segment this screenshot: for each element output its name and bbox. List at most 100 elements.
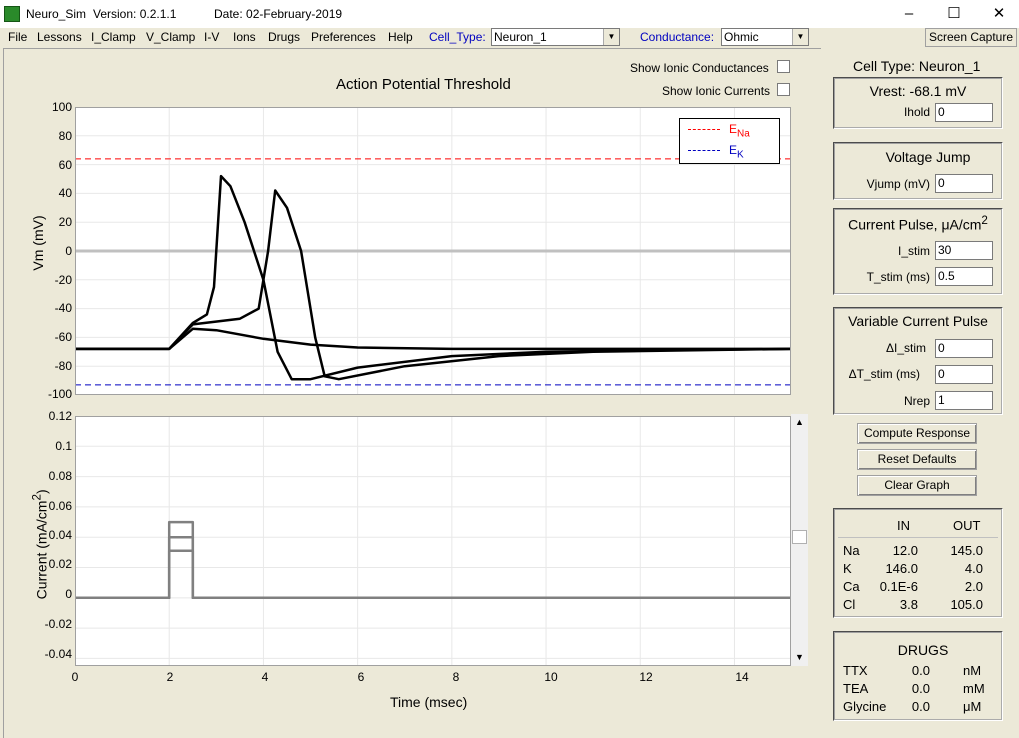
current-plot-scrollbar[interactable]: ▲ ▼ <box>791 414 808 666</box>
ena-legend-sub: Na <box>737 128 750 140</box>
current-ylabel-text: Current (mA/cm <box>33 500 50 600</box>
drug-value: 0.0 <box>911 699 930 714</box>
drug-unit: mM <box>963 681 985 696</box>
graph-panel <box>3 48 821 738</box>
minimize-button[interactable]: – <box>904 5 914 22</box>
d-istim-input[interactable]: 0 <box>935 339 993 358</box>
ek-legend-label: EK <box>729 143 744 160</box>
xtick: 4 <box>261 670 269 684</box>
vm-ytick: -60 <box>54 330 72 344</box>
conductance-select[interactable]: Ohmic ▼ <box>721 28 809 46</box>
ion-name: K <box>843 561 852 576</box>
menu-i-clamp[interactable]: I_Clamp <box>91 30 136 44</box>
series-pulse_3 <box>75 520 791 600</box>
current-ylabel-end: ) <box>33 489 50 495</box>
ion-in: 3.8 <box>899 597 918 612</box>
cur-ytick: 0.06 <box>48 499 72 513</box>
voltage-jump-group <box>833 142 1003 200</box>
show-currents-label: Show Ionic Currents <box>662 84 771 98</box>
ions-group <box>833 508 1003 618</box>
scroll-up-icon[interactable]: ▲ <box>795 417 804 427</box>
xtick: 2 <box>166 670 174 684</box>
ion-name: Cl <box>843 597 856 612</box>
compute-response-button[interactable]: Compute Response <box>857 423 977 444</box>
screen-capture-button[interactable]: Screen Capture <box>925 28 1017 47</box>
xtick: 8 <box>452 670 460 684</box>
menu-preferences[interactable]: Preferences <box>311 30 376 44</box>
maximize-button[interactable]: ☐ <box>947 5 961 22</box>
cell-type-title: Cell Type: Neuron_1 <box>853 58 981 74</box>
vm-ytick: 40 <box>58 186 72 200</box>
menu-v-clamp[interactable]: V_Clamp <box>146 30 196 44</box>
app-icon <box>4 6 20 22</box>
variable-pulse-title: Variable Current Pulse <box>848 313 988 329</box>
tstim-label: T_stim (ms) <box>866 270 930 284</box>
menu-i-v[interactable]: I-V <box>204 30 220 44</box>
menu-drugs[interactable]: Drugs <box>268 30 301 44</box>
ihold-input[interactable]: 0 <box>935 103 993 122</box>
cur-ytick: 0.12 <box>48 409 72 423</box>
vm-ytick: 60 <box>58 158 72 172</box>
d-tstim-input[interactable]: 0 <box>935 365 993 384</box>
d-tstim-label: ΔT_stim (ms) <box>848 367 920 381</box>
cur-ytick: 0.04 <box>48 528 72 542</box>
chevron-down-icon: ▼ <box>792 29 808 45</box>
clear-graph-button[interactable]: Clear Graph <box>857 475 977 496</box>
show-currents-checkbox[interactable] <box>777 83 790 96</box>
conductance-value: Ohmic <box>724 30 759 44</box>
ions-divider <box>838 537 998 538</box>
d-istim-label: ΔI_stim <box>885 341 926 355</box>
menu-help[interactable]: Help <box>388 30 413 44</box>
xtick: 12 <box>639 670 653 684</box>
current-pulse-title-sup: 2 <box>981 214 988 227</box>
vm-ylabel: Vm (mV) <box>30 215 46 271</box>
vm-ytick: 0 <box>65 244 72 258</box>
plot-frame <box>75 107 791 395</box>
vm-ytick: 80 <box>58 129 72 143</box>
ion-name: Ca <box>843 579 860 594</box>
istim-input[interactable]: 30 <box>935 241 993 260</box>
ion-out: 2.0 <box>964 579 983 594</box>
scroll-thumb[interactable] <box>792 530 807 544</box>
variable-pulse-group <box>833 307 1003 415</box>
close-button[interactable]: ✕ <box>992 5 1006 22</box>
drugs-title: DRUGS <box>897 642 949 658</box>
nrep-input[interactable]: 1 <box>935 391 993 410</box>
vm-ytick: -80 <box>54 359 72 373</box>
vm-ytick: 100 <box>51 100 72 114</box>
drug-value: 0.0 <box>911 663 930 678</box>
ion-out: 4.0 <box>964 561 983 576</box>
ion-in: 12.0 <box>892 543 918 558</box>
current-pulse-group <box>833 208 1003 295</box>
menu-file[interactable]: File <box>8 30 28 44</box>
menu-ions[interactable]: Ions <box>233 30 256 44</box>
current-pulse-title: Current Pulse, μA/cm2 <box>833 214 1003 233</box>
series-spike_late <box>75 189 791 381</box>
drug-name: Glycine <box>843 699 887 714</box>
drugs-group <box>833 631 1003 721</box>
ek-legend-sub: K <box>737 149 744 161</box>
cell-type-select[interactable]: Neuron_1 ▼ <box>491 28 620 46</box>
ion-out: 145.0 <box>950 543 983 558</box>
scroll-down-icon[interactable]: ▼ <box>795 652 804 662</box>
current-ylabel-sup: 2 <box>30 494 44 501</box>
current-pulse-title-text: Current Pulse, μA/cm <box>848 216 982 233</box>
menu-lessons[interactable]: Lessons <box>37 30 82 44</box>
show-conductances-checkbox[interactable] <box>777 60 790 73</box>
vjump-label: Vjump (mV) <box>866 177 930 191</box>
ions-out-header: OUT <box>953 518 981 533</box>
tstim-input[interactable]: 0.5 <box>935 267 993 286</box>
ion-in: 0.1E-6 <box>879 579 918 594</box>
vjump-input[interactable]: 0 <box>935 174 993 193</box>
current-plot <box>75 416 791 666</box>
cur-ytick: 0 <box>65 587 72 601</box>
ion-out: 105.0 <box>950 597 983 612</box>
reset-defaults-button[interactable]: Reset Defaults <box>857 449 977 470</box>
resting-group <box>833 77 1003 129</box>
vm-plot <box>75 107 791 395</box>
vm-ytick: -100 <box>47 387 72 401</box>
drug-unit: μM <box>963 699 982 714</box>
cur-ytick: 0.08 <box>48 469 72 483</box>
ek-legend-e: E <box>729 143 738 157</box>
ion-name: Na <box>843 543 860 558</box>
